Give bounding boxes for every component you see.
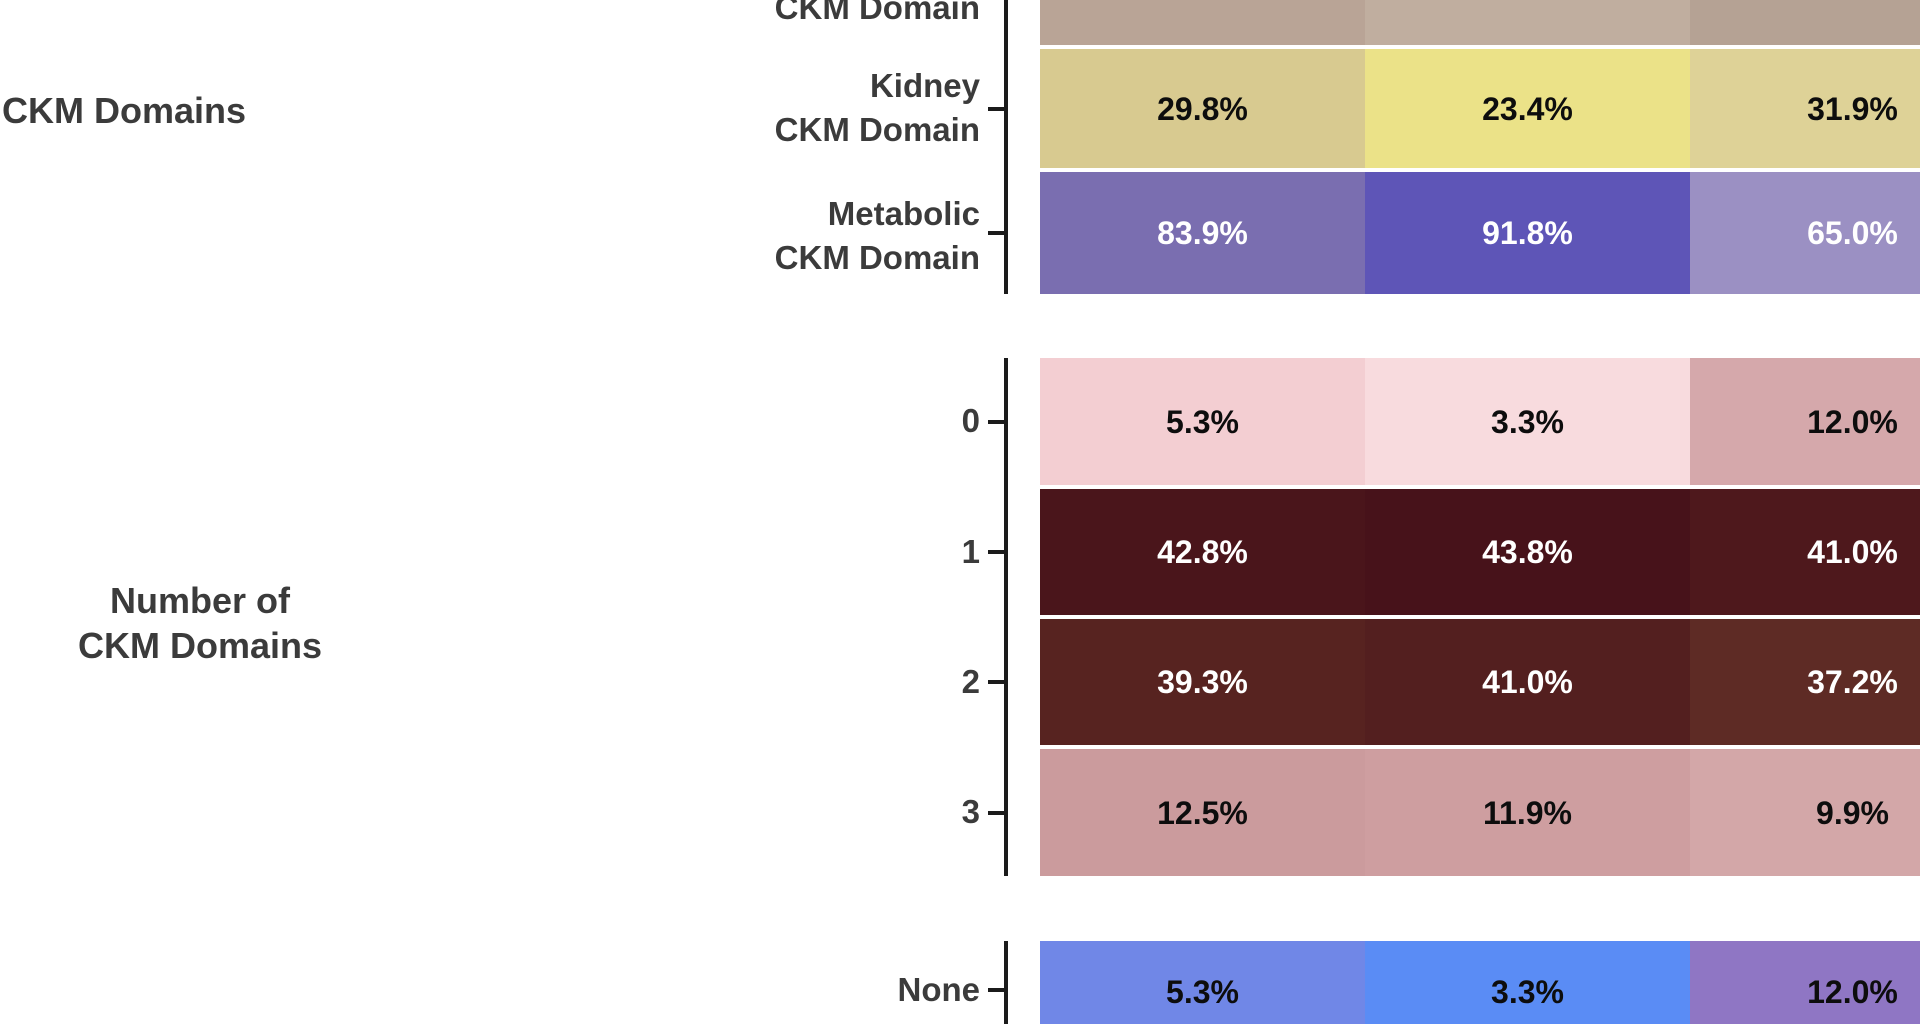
heatmap-cell [1690, 358, 1920, 485]
cell-value: 42.8% [1157, 534, 1248, 570]
row-label: 0 [961, 402, 980, 439]
row-label: CKM Domain [774, 239, 980, 276]
cell-value: 5.3% [1166, 974, 1239, 1010]
cell-value: 11.9% [1483, 794, 1572, 831]
heatmap-cell [1040, 0, 1365, 45]
cell-value: 9.9% [1816, 794, 1889, 831]
tick-mark [988, 419, 1004, 424]
cell-value: 3.3% [1491, 974, 1564, 1010]
row-label: 1 [961, 533, 980, 570]
cell-value: 5.3% [1166, 403, 1239, 440]
group-label-ckm-domains: CKM Domains [2, 90, 247, 131]
heatmap-cell [1365, 489, 1690, 615]
heatmap-cell [1690, 489, 1920, 615]
cell-value: 31.9% [1807, 90, 1898, 127]
row-label: Metabolic [827, 195, 980, 232]
heatmap-cell [1365, 358, 1690, 485]
heatmap-cell [1690, 49, 1920, 168]
row-label: 2 [961, 663, 980, 700]
heatmap-cell [1690, 749, 1920, 876]
heatmap-cell [1690, 619, 1920, 745]
cell-value: 91.8% [1482, 215, 1573, 251]
heatmap-cell [1365, 0, 1690, 45]
heatmap-cell [1040, 489, 1365, 615]
heatmap-cell [1040, 49, 1365, 168]
heatmap-cell [1690, 0, 1920, 45]
tick-mark [988, 988, 1004, 992]
cell-value: 39.3% [1157, 664, 1248, 700]
heatmap-cell [1040, 749, 1365, 876]
cell-value: 37.2% [1807, 664, 1898, 700]
heatmap-cell [1040, 941, 1365, 1024]
row-label: Kidney [869, 67, 980, 104]
group-label-number-of-ckm-domains: Number of CKM Domains [77, 580, 323, 666]
cell-value: 12.0% [1807, 974, 1898, 1010]
cell-value: 12.0% [1807, 403, 1898, 440]
axis-line [1004, 358, 1008, 876]
axis-line [1004, 0, 1008, 294]
heatmap-cell [1040, 172, 1365, 294]
heatmap-cell [1690, 941, 1920, 1024]
cell-value: 23.4% [1482, 90, 1573, 127]
tick-mark [988, 810, 1004, 815]
heatmap-cell [1365, 172, 1690, 294]
cell-value: 43.8% [1482, 534, 1573, 570]
cell-value: 65.0% [1807, 215, 1898, 251]
heatmap-cell [1040, 358, 1365, 485]
row-label: None [897, 971, 981, 1008]
heatmap-cell [1040, 619, 1365, 745]
cell-value: 12.5% [1157, 794, 1248, 831]
cell-value: 3.3% [1491, 403, 1564, 440]
tick-mark [988, 231, 1004, 235]
heatmap-cell [1690, 172, 1920, 294]
cell-value: 41.0% [1482, 664, 1573, 700]
axis-line [1004, 941, 1008, 1024]
tick-mark [988, 550, 1004, 554]
cell-value: 41.0% [1807, 534, 1898, 570]
heatmap-cell [1365, 749, 1690, 876]
heatmap-cell [1365, 941, 1690, 1024]
tick-mark [988, 680, 1004, 684]
cell-value: 83.9% [1157, 215, 1248, 251]
row-label: CKM Domain [774, 111, 980, 148]
heatmap-cell [1365, 49, 1690, 168]
heatmap-cell [1365, 619, 1690, 745]
row-label: CKM Domain [774, 0, 980, 26]
tick-mark [988, 106, 1004, 111]
cell-value: 29.8% [1157, 90, 1248, 127]
row-label: 3 [961, 793, 980, 830]
